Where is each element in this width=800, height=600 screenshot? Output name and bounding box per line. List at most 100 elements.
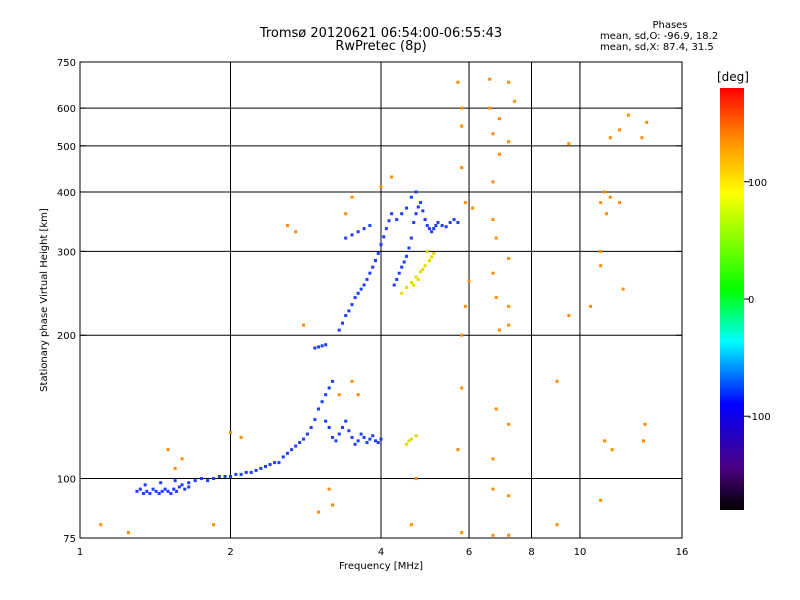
data-point xyxy=(432,227,436,231)
data-point xyxy=(285,224,289,228)
data-point xyxy=(223,474,227,478)
data-point xyxy=(317,407,321,411)
data-point xyxy=(344,314,348,318)
data-point xyxy=(234,472,238,476)
data-point xyxy=(640,136,644,140)
colorbar-tick-label: 0 xyxy=(748,295,754,306)
data-point xyxy=(460,333,464,337)
data-point xyxy=(618,128,622,132)
data-point xyxy=(320,344,324,348)
data-point xyxy=(143,483,147,487)
data-point xyxy=(138,487,142,491)
data-point xyxy=(400,291,404,295)
data-point xyxy=(425,224,429,228)
data-point xyxy=(324,419,328,423)
data-point xyxy=(327,425,331,429)
phase-stats-x: mean, sd,X: 87.4, 31.5 xyxy=(600,42,714,53)
data-point xyxy=(421,267,425,271)
data-point xyxy=(414,190,418,194)
data-point xyxy=(371,434,375,438)
y-tick-label: 100 xyxy=(57,475,76,486)
data-point xyxy=(277,461,281,465)
phase-stats-heading: Phases xyxy=(652,20,688,31)
data-point xyxy=(471,206,475,210)
data-point xyxy=(507,140,511,144)
data-point xyxy=(488,77,492,81)
data-point xyxy=(618,201,622,205)
data-point xyxy=(359,432,363,436)
data-point xyxy=(507,80,511,84)
data-point xyxy=(187,485,191,489)
y-tick-label: 600 xyxy=(57,104,76,115)
data-point xyxy=(610,448,614,452)
scatter-points xyxy=(99,77,649,537)
data-point xyxy=(507,494,511,498)
data-point xyxy=(621,287,625,291)
data-point xyxy=(187,481,191,485)
data-point xyxy=(229,430,232,434)
data-point xyxy=(603,190,607,194)
data-point xyxy=(390,175,394,179)
data-point xyxy=(460,531,464,535)
y-tick-label: 75 xyxy=(63,534,76,545)
data-point xyxy=(421,209,425,213)
data-point xyxy=(444,225,448,229)
data-point xyxy=(409,437,413,441)
data-point xyxy=(425,249,429,253)
data-point xyxy=(148,492,152,496)
data-point xyxy=(382,235,386,239)
data-point xyxy=(145,489,149,493)
data-point xyxy=(135,489,139,493)
data-point xyxy=(405,285,409,289)
data-point xyxy=(340,425,344,429)
data-point xyxy=(365,277,369,281)
y-axis-ticks: 75 100 200 300 400 500 600 750 xyxy=(57,58,682,545)
data-point xyxy=(414,212,418,216)
phase-stats-o: mean, sd,O: -96.9, 18.2 xyxy=(600,31,719,42)
data-point xyxy=(166,448,170,452)
data-point xyxy=(643,422,647,426)
data-point xyxy=(177,485,181,489)
data-point xyxy=(494,296,498,300)
data-point xyxy=(362,283,366,287)
data-point xyxy=(350,233,354,237)
data-point xyxy=(434,224,438,228)
data-point xyxy=(126,531,130,535)
data-point xyxy=(313,418,317,422)
data-point xyxy=(491,487,495,491)
data-point xyxy=(254,468,258,472)
data-point xyxy=(340,321,344,325)
data-point xyxy=(488,106,492,110)
data-point xyxy=(327,487,331,491)
data-point xyxy=(249,470,253,474)
data-point xyxy=(507,533,511,537)
data-point xyxy=(412,283,416,287)
data-point xyxy=(400,265,404,269)
data-point xyxy=(427,259,431,263)
data-point xyxy=(641,439,645,443)
data-point xyxy=(350,195,354,199)
data-point xyxy=(353,442,357,446)
data-point xyxy=(395,277,399,281)
data-point xyxy=(440,224,444,228)
y-tick-label: 300 xyxy=(57,247,76,258)
data-point xyxy=(365,441,369,445)
data-point xyxy=(239,435,243,439)
data-point xyxy=(368,224,372,228)
y-tick-label: 400 xyxy=(57,188,76,199)
data-point xyxy=(344,236,348,240)
data-point xyxy=(497,117,501,121)
data-point xyxy=(460,166,464,170)
data-point xyxy=(599,201,603,205)
data-point xyxy=(356,439,360,443)
data-point xyxy=(456,221,460,225)
data-point xyxy=(491,271,495,275)
data-point xyxy=(436,221,440,225)
data-point xyxy=(142,492,146,496)
data-point xyxy=(507,323,511,327)
data-point xyxy=(173,466,177,470)
data-point xyxy=(99,523,103,527)
data-point xyxy=(497,328,501,332)
data-point xyxy=(448,221,452,225)
data-point xyxy=(206,479,210,483)
